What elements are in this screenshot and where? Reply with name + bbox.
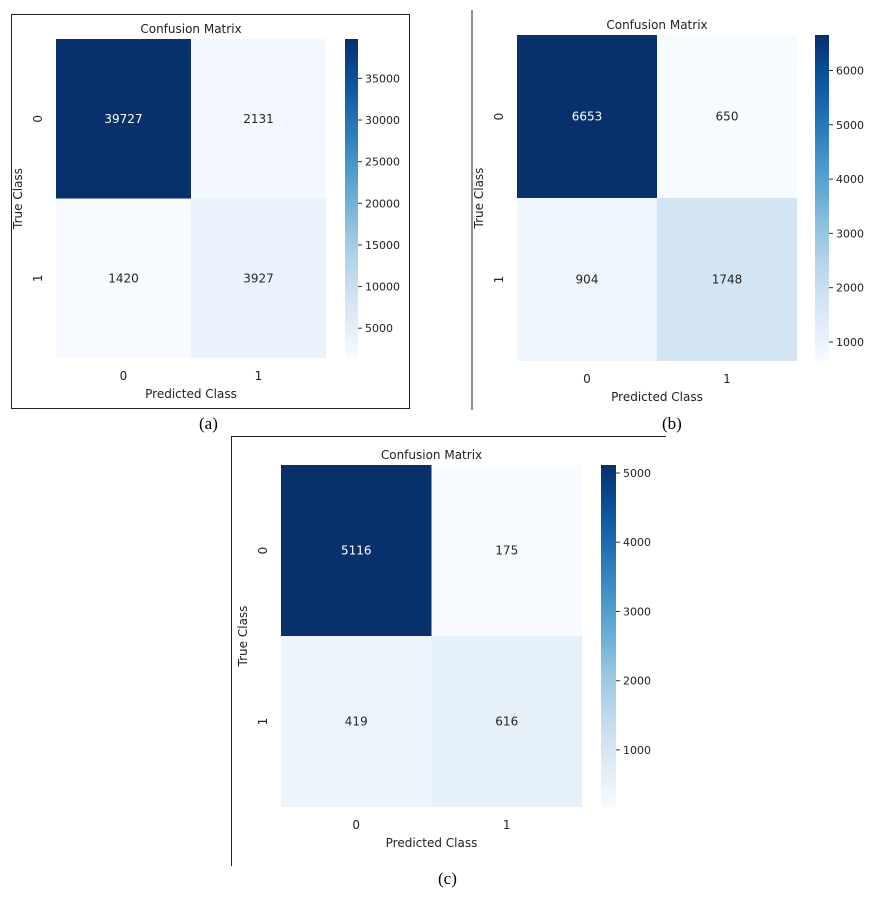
chart-title: Confusion Matrix <box>381 448 482 462</box>
cell-value-label-1-0: 419 <box>345 715 368 729</box>
colorbar-tick-label-30000: 30000 <box>365 114 400 127</box>
y-tick-label-0: 0 <box>492 113 506 121</box>
cell-value-label-0-0: 39727 <box>104 112 142 126</box>
x-tick-label-0: 0 <box>120 369 128 383</box>
colorbar-tick-label-3000: 3000 <box>623 605 651 618</box>
x-tick-label-0: 0 <box>583 372 591 386</box>
colorbar-tick-label-1000: 1000 <box>836 336 864 349</box>
cell-value-label-1-1: 616 <box>495 715 518 729</box>
x-axis-label: Predicted Class <box>386 836 478 850</box>
heatmap-cell-1-1 <box>657 198 797 361</box>
confusion-matrix-panel-b: Confusion Matrix 6653 650 904 1748 0 1 Predicte… <box>471 10 864 410</box>
heatmap-cell-0-1 <box>657 35 797 198</box>
cell-value-label-0-1: 2131 <box>243 112 274 126</box>
cell-value-label-0-1: 175 <box>495 544 518 558</box>
colorbar <box>345 39 358 358</box>
heatmap-cell-0-0 <box>56 39 191 199</box>
y-tick-label-1: 1 <box>256 718 270 726</box>
colorbar-tick-label-20000: 20000 <box>365 197 400 210</box>
colorbar-tick-label-10000: 10000 <box>365 281 400 294</box>
chart-title: Confusion Matrix <box>606 18 707 32</box>
colorbar-tick-label-6000: 6000 <box>836 64 864 77</box>
colorbar-tick-label-3000: 3000 <box>836 227 864 240</box>
y-tick-label-1: 1 <box>492 276 506 284</box>
heatmap-cell-1-1 <box>431 636 582 807</box>
x-tick-label-1: 1 <box>255 369 263 383</box>
colorbar-tick-label-15000: 15000 <box>365 239 400 252</box>
y-tick-label-0: 0 <box>31 115 45 123</box>
colorbar <box>601 465 616 807</box>
colorbar-tick-label-35000: 35000 <box>365 72 400 85</box>
heatmap-cell-0-1 <box>431 465 582 636</box>
y-axis-label: True Class <box>236 606 250 668</box>
x-axis-label: Predicted Class <box>611 390 703 404</box>
colorbar-tick-label-5000: 5000 <box>836 119 864 132</box>
caption-b: (b) <box>662 414 682 433</box>
panel-frame <box>11 14 410 409</box>
colorbar-tick-label-4000: 4000 <box>623 536 651 549</box>
caption-a: (a) <box>199 414 218 433</box>
heatmap-cell-1-0 <box>517 198 657 361</box>
heatmap-cell-1-0 <box>281 636 432 807</box>
x-tick-label-1: 1 <box>503 818 511 832</box>
cell-value-label-1-0: 1420 <box>108 271 139 285</box>
colorbar-tick-label-25000: 25000 <box>365 156 400 169</box>
x-axis-label: Predicted Class <box>145 387 237 401</box>
colorbar-tick-label-1000: 1000 <box>623 744 651 757</box>
y-tick-label-1: 1 <box>31 274 45 282</box>
caption-c: (c) <box>438 869 457 888</box>
colorbar-tick-label-4000: 4000 <box>836 173 864 186</box>
colorbar-tick-label-5000: 5000 <box>365 322 393 335</box>
x-tick-label-0: 0 <box>352 818 360 832</box>
colorbar <box>815 35 829 361</box>
cell-value-label-0-0: 5116 <box>341 544 372 558</box>
x-tick-label-1: 1 <box>723 372 731 386</box>
cell-value-label-0-0: 6653 <box>572 110 603 124</box>
heatmap-cell-0-0 <box>517 35 657 198</box>
heatmap-cell-1-1 <box>191 198 326 358</box>
y-axis-label: True Class <box>472 168 486 230</box>
cell-value-label-1-1: 1748 <box>712 273 743 287</box>
heatmap-cell-0-1 <box>191 39 326 199</box>
colorbar-tick-label-5000: 5000 <box>623 467 651 480</box>
confusion-matrix-panel-c: Confusion Matrix 5116 175 419 616 0 1 Predicted… <box>231 436 666 866</box>
confusion-matrix-panel-a: Confusion Matrix 39727 2131 1420 3927 0 1 Predi… <box>11 14 410 409</box>
colorbar-tick-label-2000: 2000 <box>836 282 864 295</box>
cell-value-label-1-1: 3927 <box>243 271 274 285</box>
colorbar-tick-label-2000: 2000 <box>623 675 651 688</box>
chart-title: Confusion Matrix <box>140 22 241 36</box>
y-tick-label-0: 0 <box>256 547 270 555</box>
cell-value-label-1-0: 904 <box>576 273 599 287</box>
heatmap-cell-1-0 <box>56 198 191 358</box>
heatmap-cell-0-0 <box>281 465 432 636</box>
cell-value-label-0-1: 650 <box>716 110 739 124</box>
y-axis-label: True Class <box>11 168 25 230</box>
